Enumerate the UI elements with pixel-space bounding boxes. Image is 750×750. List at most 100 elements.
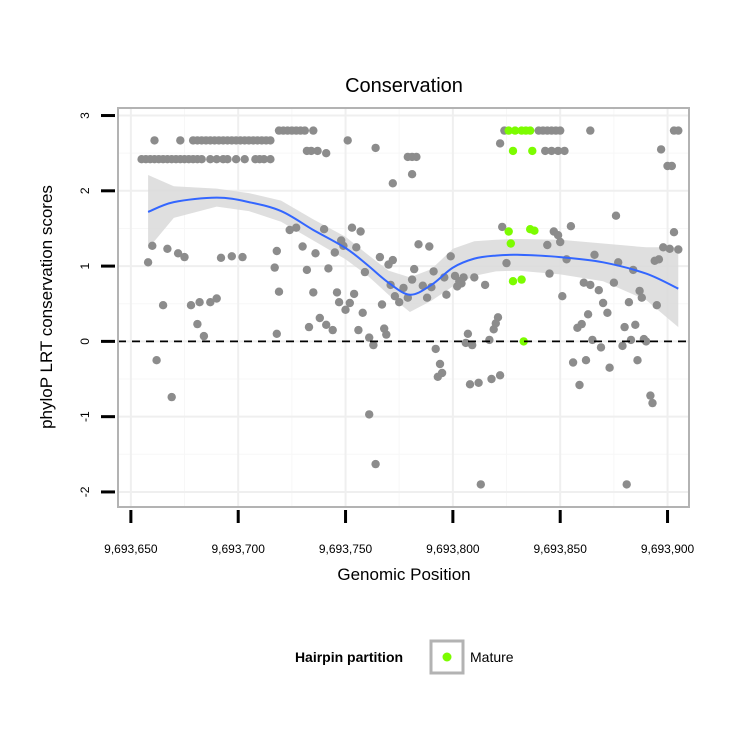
other-point	[375, 252, 385, 262]
other-point	[163, 244, 172, 253]
other-point	[322, 149, 331, 158]
other-point	[212, 294, 221, 303]
other-point	[195, 298, 204, 307]
other-point	[596, 343, 606, 352]
other-point	[227, 252, 236, 261]
other-point	[240, 155, 249, 164]
legend-key-box	[429, 639, 465, 675]
other-point	[553, 231, 563, 240]
other-point	[641, 337, 651, 346]
other-point	[231, 155, 241, 164]
other-point	[577, 319, 586, 329]
other-point	[300, 126, 309, 135]
other-point	[579, 278, 588, 287]
other-point	[648, 398, 657, 408]
other-point	[493, 313, 503, 322]
legend-key-mature	[442, 652, 452, 662]
other-point	[199, 331, 209, 341]
mature-point	[506, 239, 515, 248]
other-point	[558, 292, 567, 301]
other-point	[618, 341, 627, 351]
other-point	[390, 292, 400, 301]
other-point	[495, 139, 505, 148]
legend: Hairpin partition Mature	[295, 639, 514, 675]
other-point	[332, 288, 342, 297]
other-point	[365, 410, 374, 419]
other-point	[347, 223, 357, 232]
other-point	[637, 293, 646, 302]
other-point	[545, 269, 554, 278]
other-point	[298, 242, 307, 251]
other-point	[431, 344, 440, 354]
other-point	[547, 146, 556, 156]
other-point	[186, 301, 196, 310]
other-point	[167, 392, 176, 402]
x-tick-label: 9,693,700	[212, 542, 266, 556]
other-point	[583, 310, 593, 319]
other-point	[659, 243, 668, 252]
other-point	[656, 145, 666, 154]
other-point	[343, 136, 352, 145]
other-point	[414, 240, 423, 249]
mature-point	[508, 146, 518, 156]
y-tick-label: 3	[78, 112, 92, 119]
x-tick-label: 9,693,900	[641, 542, 695, 556]
other-point	[410, 264, 419, 274]
mature-point	[517, 275, 526, 284]
other-point	[429, 267, 438, 276]
other-point	[435, 359, 445, 369]
other-point	[360, 267, 370, 277]
other-point	[611, 211, 621, 220]
other-point	[654, 255, 664, 264]
other-point	[581, 356, 591, 365]
other-point	[285, 225, 294, 235]
other-point	[334, 298, 344, 307]
mature-point	[508, 277, 518, 286]
other-point	[446, 252, 455, 261]
other-point	[150, 136, 159, 145]
other-point	[594, 286, 603, 295]
other-point	[609, 278, 619, 287]
other-point	[461, 338, 470, 348]
other-point	[620, 322, 629, 332]
other-point	[463, 329, 473, 338]
other-point	[152, 356, 161, 365]
other-point	[556, 126, 565, 135]
other-point	[442, 290, 451, 299]
other-point	[324, 264, 333, 273]
panel-border	[117, 107, 690, 508]
other-point	[543, 240, 552, 250]
mature-point	[504, 227, 513, 236]
other-point	[635, 286, 644, 296]
other-point	[626, 335, 636, 345]
other-point	[674, 245, 683, 254]
other-point	[358, 308, 367, 317]
other-point	[566, 222, 576, 231]
mature-point	[528, 146, 537, 156]
other-point	[148, 241, 157, 250]
other-point	[302, 265, 312, 275]
other-point	[418, 281, 427, 290]
other-point	[476, 480, 485, 489]
other-point	[603, 308, 612, 317]
panel-background	[118, 108, 689, 507]
other-point	[590, 250, 599, 259]
other-point	[216, 253, 226, 262]
other-point	[272, 246, 281, 256]
y-tick-label: -1	[78, 411, 92, 422]
mature-point	[530, 226, 539, 235]
other-point	[176, 136, 185, 145]
mature-series	[504, 126, 539, 346]
other-point	[631, 320, 640, 329]
other-point	[223, 155, 232, 164]
other-point	[206, 155, 215, 164]
other-point	[437, 368, 447, 378]
other-point	[371, 459, 380, 469]
other-point	[345, 298, 354, 308]
other-point	[586, 126, 595, 135]
other-point	[633, 356, 642, 365]
other-point	[652, 301, 661, 310]
x-tick-label: 9,693,750	[319, 542, 373, 556]
y-tick-label: -2	[78, 486, 92, 497]
other-point	[498, 222, 507, 232]
